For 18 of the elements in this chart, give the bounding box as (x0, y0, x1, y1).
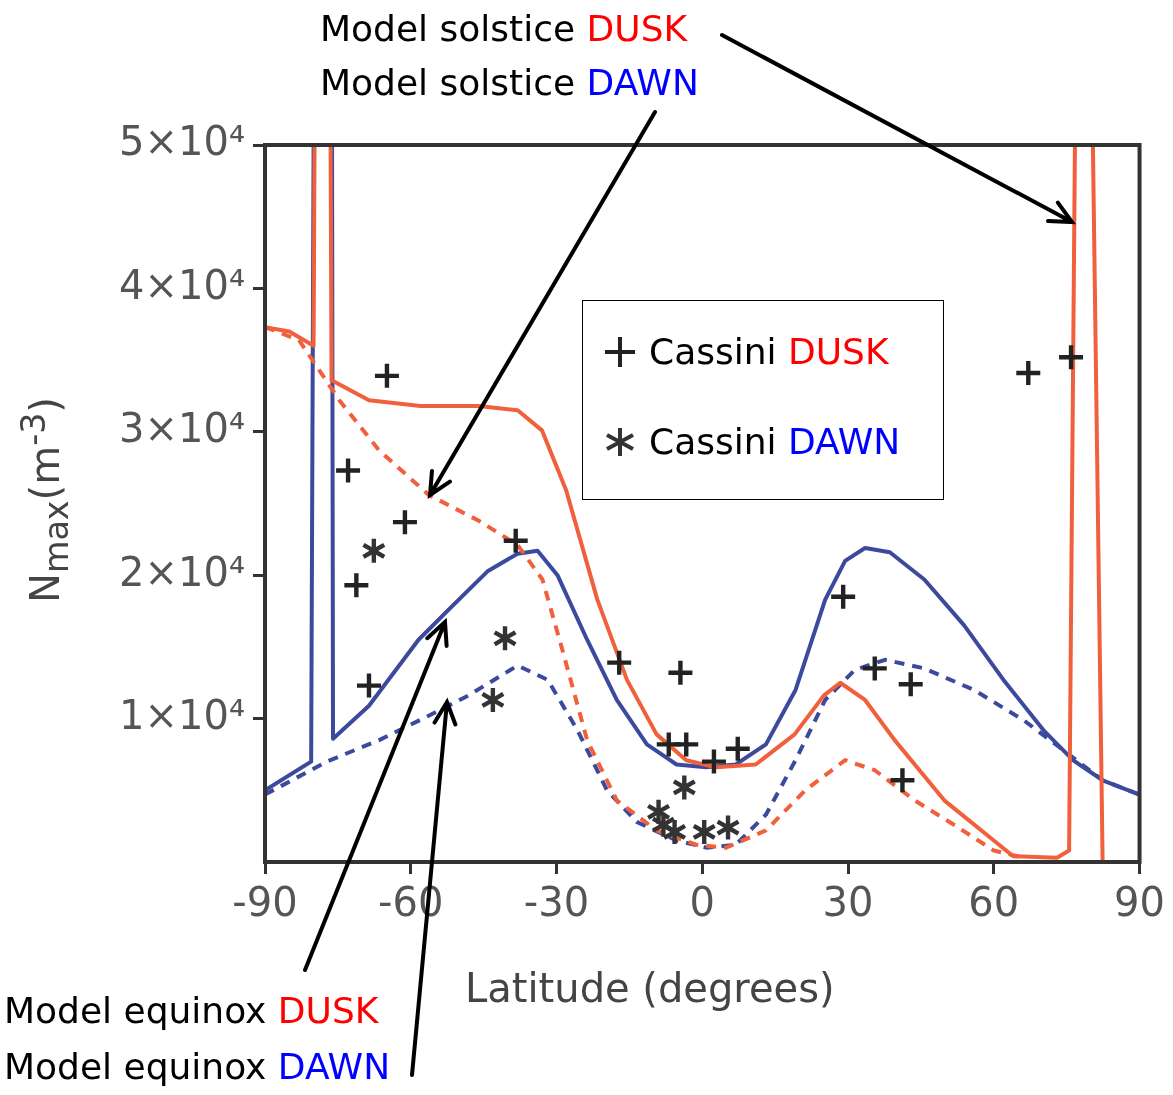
y-tick-label: 4×10⁴ (119, 261, 245, 308)
x-tick-label: -30 (523, 879, 590, 926)
text: Model equinox DAWN (4, 1046, 391, 1087)
x-tick-label: 60 (968, 879, 1020, 926)
text: Model solstice DAWN (320, 62, 699, 103)
y-tick-label: 2×10⁴ (119, 548, 245, 595)
x-tick-label: -90 (232, 879, 298, 926)
x-tick-label: 90 (1114, 879, 1165, 926)
y-tick-label: 5×10⁴ (119, 118, 245, 165)
legend-label: Cassini DAWN (649, 421, 901, 462)
y-tick-label: 3×10⁴ (119, 405, 245, 452)
y-tick-label: 1×10⁴ (119, 691, 245, 738)
legend-label: Cassini DUSK (649, 331, 889, 372)
x-tick-label: 0 (689, 879, 715, 926)
text: Model solstice DUSK (320, 8, 688, 49)
x-axis-title: Latitude (degrees) (465, 965, 835, 1011)
x-tick-label: 30 (822, 879, 874, 926)
text: Model equinox DUSK (4, 990, 379, 1031)
